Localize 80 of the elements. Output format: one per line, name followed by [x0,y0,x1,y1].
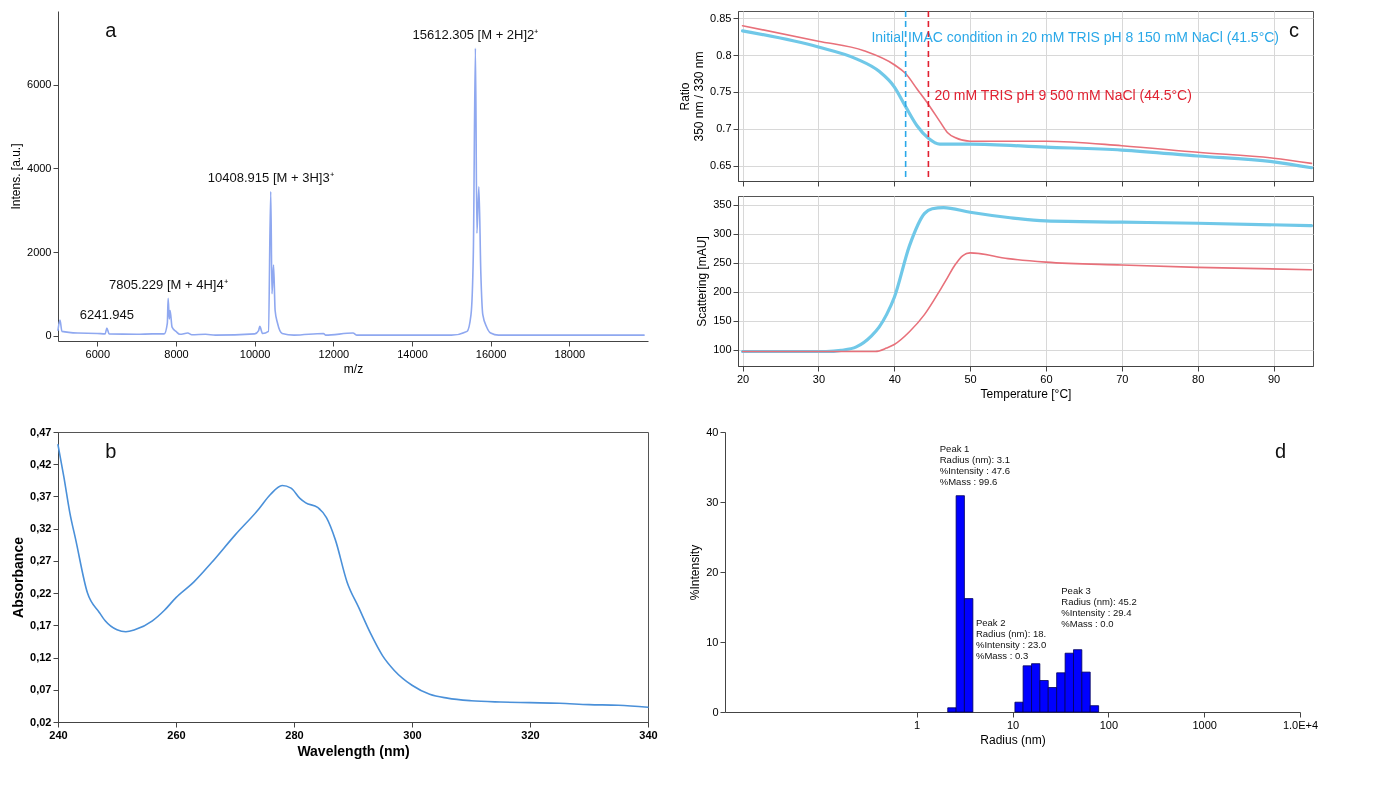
x-tick-label: 8000 [164,347,189,360]
x-tick-label: 90 [1267,372,1281,385]
y-tick-label: 0,07 [30,683,52,696]
y-axis-title: %Intensity [688,544,703,601]
y-axis-title: Intens. [a.u.] [9,143,24,210]
annotation: 6241.945 [79,307,134,323]
y-tick-label: 0,22 [30,586,52,599]
y-axis-title: Scattering [mAU] [695,236,710,327]
x-tick-label: 1 [914,718,921,731]
y-tick-label: 0.7 [716,122,732,135]
x-tick-label: 14000 [397,347,428,360]
x-tick-label: 20 [736,372,750,385]
x-axis-title: Radius (nm) [980,732,1046,747]
y-tick-label: 4000 [27,161,52,174]
annotation: 15612.305 [M + 2H]2⁺ [412,27,539,43]
x-tick-label: 1.0E+4 [1282,718,1319,731]
annotation: Peak 1 Radius (nm): 3.1 %Intensity : 47.6 %Mass : 99.6 [939,442,1010,487]
y-axis-title: Ratio 350 nm / 330 nm [678,51,707,142]
annotation: Peak 2 Radius (nm): 18. %Intensity : 23.0 %Mass : 0.3 [975,616,1047,661]
y-tick-label: 0,02 [30,715,52,728]
annotation: c [1289,19,1299,41]
y-tick-label: 0.65 [710,159,732,172]
x-axis-title: m/z [343,361,364,376]
annotation: a [105,19,118,41]
y-tick-label: 0.8 [716,48,732,61]
y-tick-label: 0,27 [30,554,52,567]
y-tick-label: 0,32 [30,522,52,535]
y-tick-label: 0 [45,329,52,342]
annotation: 10408.915 [M + 3H]3⁺ [207,170,334,186]
annotation: b [105,440,117,462]
x-tick-label: 12000 [318,347,350,360]
x-axis-title: Temperature [°C] [980,386,1072,401]
x-tick-label: 70 [1116,372,1129,385]
x-axis-title: Wavelength (nm) [297,742,410,759]
y-tick-label: 0,37 [30,489,52,502]
y-tick-label: 6000 [27,78,52,91]
x-tick-label: 18000 [554,347,586,360]
line-series [57,444,649,708]
annotation: Peak 3 Radius (nm): 45.2 %Intensity : 29.4 %Mass : 0.0 [1061,584,1137,629]
x-tick-label: 260 [167,728,186,741]
x-tick-label: 60 [1040,372,1053,385]
x-tick-label: 80 [1192,372,1205,385]
x-tick-label: 6000 [85,347,111,360]
x-tick-label: 280 [285,728,304,741]
x-tick-label: 320 [521,728,540,741]
x-tick-label: 340 [639,728,658,741]
y-tick-label: 150 [713,314,732,327]
x-tick-label: 16000 [475,347,507,360]
ref-line-label: 20 mM TRIS pH 9 500 mM NaCl (44.5°C) [934,87,1192,103]
y-tick-label: 200 [713,285,732,298]
y-tick-label: 350 [713,198,732,211]
y-tick-label: 0,17 [30,618,52,631]
x-tick-label: 10000 [239,347,271,360]
x-tick-label: 40 [888,372,901,385]
x-tick-label: 300 [403,728,422,741]
y-tick-label: 40 [706,425,719,438]
y-tick-label: 0,12 [30,651,52,664]
annotation: 7805.229 [M + 4H]4⁺ [109,277,228,293]
line-series [741,252,1313,353]
line-series [57,47,645,336]
y-tick-label: 0,42 [30,457,52,470]
y-tick-label: 0.75 [710,85,732,98]
annotation: d [1274,440,1286,462]
y-tick-label: 10 [706,635,719,648]
y-axis-title: Absorbance [10,536,27,618]
y-tick-label: 300 [713,227,732,240]
x-tick-label: 240 [49,728,68,741]
x-tick-label: 1000 [1192,718,1217,731]
x-tick-label: 50 [964,372,977,385]
y-tick-label: 250 [713,256,732,269]
x-tick-label: 30 [812,372,826,385]
y-tick-label: 2000 [27,245,52,258]
x-tick-label: 10 [1006,718,1020,731]
y-tick-label: 0.85 [710,11,732,24]
y-tick-label: 20 [706,565,719,578]
y-tick-label: 30 [706,495,719,508]
ref-line-label: Initial IMAC condition in 20 mM TRIS pH 8 150 mM NaCl (41.5°C) [871,29,1279,46]
x-tick-label: 100 [1099,718,1119,731]
y-tick-label: 0,47 [30,425,52,438]
y-tick-label: 0 [712,705,719,718]
